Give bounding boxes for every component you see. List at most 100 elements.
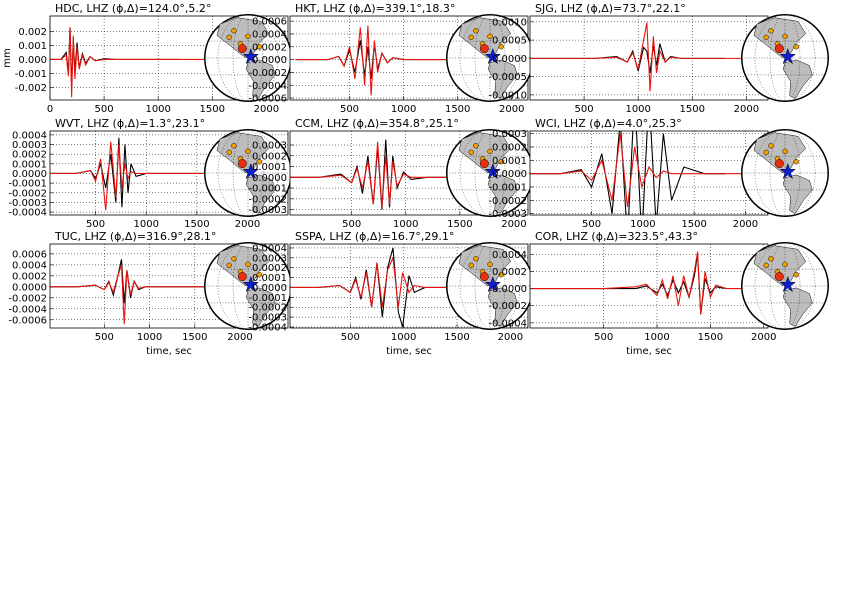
y-tick-label: -0.0003 [248, 313, 287, 324]
y-tick-label: -0.0002 [488, 301, 527, 312]
y-tick-label: 0.0000 [492, 54, 527, 65]
y-tick-label: 0.0001 [12, 159, 47, 170]
x-tick-label: 500 [341, 332, 360, 343]
y-tick-label: -0.0006 [248, 94, 287, 105]
x-tick-label: 1500 [445, 104, 470, 115]
y-tick-label: -0.0004 [248, 323, 287, 334]
subplot-title: COR, LHZ (ϕ,Δ)=323.5°,43.3° [535, 230, 698, 243]
globe-inset [741, 242, 829, 330]
subplot-title: HKT, LHZ (ϕ,Δ)=339.1°,18.3° [295, 2, 455, 15]
trace [295, 25, 512, 96]
x-tick-label: 1500 [681, 219, 706, 230]
y-tick-label: 0.0001 [492, 156, 527, 167]
y-tick-label: 0.0002 [492, 267, 527, 278]
x-axis-label: time, sec [626, 346, 672, 357]
y-tick-label: -0.0002 [248, 68, 287, 79]
subplot-title: SSPA, LHZ (ϕ,Δ)=16.7°,29.1° [295, 230, 454, 243]
x-tick-label: 1000 [393, 219, 418, 230]
y-tick-label: -0.0002 [8, 293, 47, 304]
subplot-title: WCI, LHZ (ϕ,Δ)=4.0°,25.3° [535, 117, 682, 130]
subplot: 500 1000 1500 2000 -0.0010 -0.0005 0.0000 0.000… [488, 2, 829, 115]
y-tick-label: -0.0005 [488, 72, 527, 83]
x-axis-label: time, sec [146, 346, 192, 357]
y-tick-label: 0.0003 [252, 141, 287, 152]
x-tick-label: 500 [594, 332, 613, 343]
y-tick-label: 0.0000 [492, 169, 527, 180]
y-tick-label: 0.0000 [492, 284, 527, 295]
x-tick-label: 2000 [254, 104, 279, 115]
x-tick-label: 500 [582, 219, 601, 230]
trace [530, 22, 747, 92]
subplot: 500 1000 1500 2000-0.0004-0.0003-0.0002-0.0… [248, 230, 534, 357]
x-tick-label: 0 [47, 104, 53, 115]
subplot: 500 1000 1500 2000 -0.0004 -0.0002 0.0000 0.000… [488, 230, 829, 357]
subplot: 500 1000 1500 2000-0.0003-0.0002-0.00010.00… [248, 117, 534, 230]
x-tick-label: 2000 [235, 219, 260, 230]
x-tick-label: 1000 [133, 219, 158, 230]
x-tick-label: 1000 [644, 332, 669, 343]
subplot: 500 1000 1500 2000-0.0003-0.0002-0.00010.00… [488, 117, 829, 230]
x-tick-label: 1500 [200, 104, 225, 115]
y-tick-label: -0.0003 [248, 205, 287, 216]
x-tick-label: 500 [575, 104, 594, 115]
trace [50, 27, 267, 98]
y-tick-label: 0.0003 [12, 140, 47, 151]
y-tick-label: -0.0004 [8, 208, 47, 219]
x-tick-label: 2000 [499, 104, 524, 115]
y-tick-label: 0.0004 [252, 243, 287, 254]
x-tick-label: 2000 [498, 332, 523, 343]
y-tick-label: 0.0002 [252, 263, 287, 274]
trace [50, 141, 288, 211]
y-tick-label: -0.0004 [488, 318, 527, 329]
x-tick-label: 2000 [733, 219, 758, 230]
x-tick-label: 1500 [182, 332, 207, 343]
y-tick-label: 0.0004 [12, 130, 47, 141]
trace [290, 141, 525, 208]
x-tick-label: 1000 [630, 219, 655, 230]
y-tick-label: 0.0000 [252, 173, 287, 184]
trace [290, 255, 527, 308]
subplot-title: CCM, LHZ (ϕ,Δ)=354.8°,25.1° [295, 117, 459, 130]
y-tick-label: -0.0004 [8, 304, 47, 315]
x-tick-label: 2000 [227, 332, 252, 343]
y-tick-label: 0.0002 [12, 271, 47, 282]
subplot-title: TUC, LHZ (ϕ,Δ)=316.9°,28.1° [54, 230, 216, 243]
y-tick-label: -0.0002 [8, 188, 47, 199]
trace [530, 133, 756, 208]
y-tick-label: 0.000 [18, 55, 47, 66]
subplot-title: SJG, LHZ (ϕ,Δ)=73.7°,22.1° [535, 2, 686, 15]
y-tick-label: 0.0001 [252, 162, 287, 173]
y-tick-label: -0.0003 [8, 198, 47, 209]
subplot: 0 500 1000 1500 2000 -0.002 -0.001 0.000 0.001 0.… [2, 2, 292, 115]
y-tick-label: 0.0002 [12, 150, 47, 161]
trace [531, 251, 767, 315]
x-tick-label: 2000 [751, 332, 776, 343]
y-tick-label: 0.0010 [492, 17, 527, 28]
y-tick-label: -0.0001 [488, 183, 527, 194]
y-tick-label: -0.0010 [488, 90, 527, 101]
y-tick-label: 0.0004 [252, 29, 287, 40]
y-tick-label: 0.0005 [492, 36, 527, 47]
y-tick-label: -0.001 [15, 69, 47, 80]
x-tick-label: 1500 [680, 104, 705, 115]
y-tick-label: -0.0003 [488, 209, 527, 220]
x-tick-label: 2000 [734, 104, 759, 115]
x-tick-label: 1000 [145, 104, 170, 115]
y-tick-label: 0.0006 [252, 17, 287, 28]
subplot-title: WVT, LHZ (ϕ,Δ)=1.3°,23.1° [55, 117, 205, 130]
y-tick-label: 0.0006 [12, 249, 47, 260]
subplot: 500 1000 1500 2000-0.0004-0.0003-0.0002-0.0… [8, 117, 292, 230]
x-tick-label: 1500 [444, 332, 469, 343]
globe-inset [741, 129, 829, 217]
x-tick-label: 500 [340, 104, 359, 115]
y-tick-label: 0.0000 [252, 55, 287, 66]
globe-inset [741, 14, 829, 102]
trace [530, 131, 725, 215]
y-tick-label: 0.0001 [252, 273, 287, 284]
y-tick-label: 0.0000 [12, 169, 47, 180]
y-tick-label: -0.0002 [248, 303, 287, 314]
y-tick-label: -0.0004 [248, 81, 287, 92]
y-tick-label: 0.0002 [492, 143, 527, 154]
y-tick-label: 0.0003 [492, 129, 527, 140]
